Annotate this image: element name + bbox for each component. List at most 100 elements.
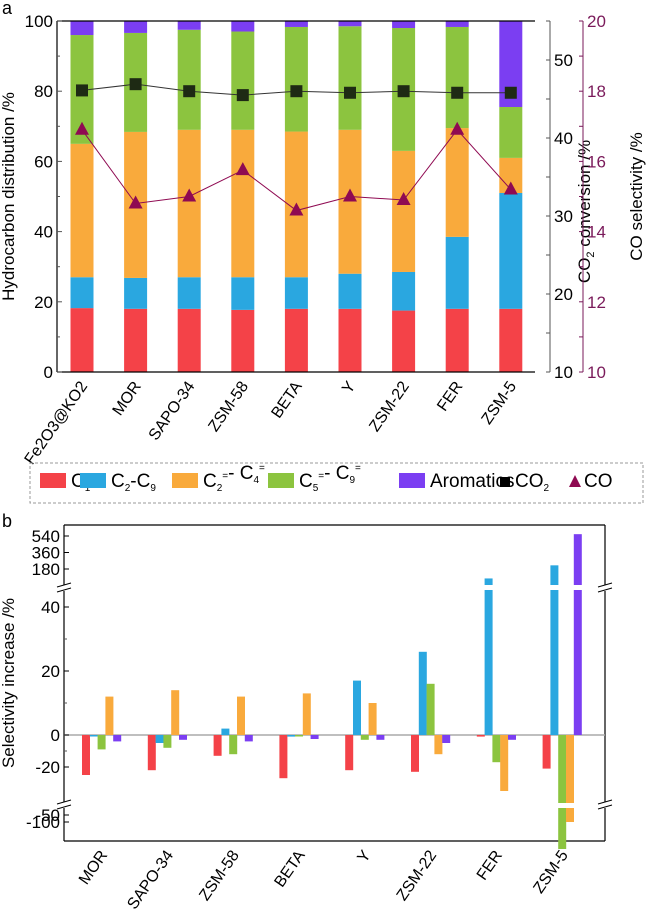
y-tick-label-b: 540 — [32, 527, 60, 546]
axis-break-mark — [597, 799, 613, 805]
bar-segment-C2C9-6 — [392, 271, 416, 311]
bar-b-C1-2 — [213, 735, 222, 756]
legend-swatch-C1 — [40, 473, 66, 488]
bar-segment-C1-3 — [231, 309, 255, 372]
bar-segment-Aromatics-5 — [338, 21, 362, 27]
x-tick-label-b: ZSM-22 — [394, 847, 441, 903]
co2-marker-5 — [344, 86, 356, 99]
x-tick-label-a: FER — [434, 379, 466, 415]
bar-segment-C2C4-7 — [445, 128, 469, 237]
x-tick-label-b: FER — [474, 848, 506, 884]
axis-break-gap — [602, 585, 608, 591]
co-tick-label: 16 — [587, 152, 606, 171]
co-tick-label: 10 — [587, 363, 606, 382]
bar-segment-C5C9-7 — [445, 26, 469, 129]
axis-break-mark — [56, 582, 72, 588]
legend-label-C5C9_olefin: C5=- C9= — [299, 463, 361, 494]
y-tick-label-b: 0 — [51, 726, 60, 745]
bar-segment-C2C4-5 — [338, 129, 362, 274]
bar-b-C2C9-6 — [484, 578, 493, 735]
y-tick-label-b: -50 — [35, 806, 60, 825]
x-tick-label-a: ZSM-22 — [366, 378, 413, 434]
legend-marker-co2 — [500, 477, 510, 487]
x-tick-label-a: SAPO-34 — [146, 378, 199, 443]
y-axis-title-a: Hydrocarbon distribution /% — [0, 92, 18, 301]
bar-b-C5C9-1 — [163, 735, 172, 748]
co-marker-1 — [128, 195, 143, 209]
bar-b-Aromatics-6 — [508, 735, 516, 740]
bar-segment-C2C9-3 — [231, 277, 255, 310]
legend-label-CO: CO — [584, 471, 613, 492]
bar-b-C5C9-6 — [492, 735, 501, 763]
co-tick-label: 12 — [587, 293, 606, 312]
x-tick-label-b: MOR — [76, 848, 111, 888]
co2-tick-label: 50 — [554, 51, 573, 70]
x-tick-label-b: Y — [354, 847, 374, 866]
co2-tick-label: 30 — [554, 207, 573, 226]
x-tick-label-a: ZSM-58 — [206, 378, 253, 434]
bar-segment-Aromatics-8 — [499, 21, 523, 107]
x-tick-label-b: ZSM-5 — [530, 847, 572, 896]
y-tick-label-a: 0 — [44, 363, 53, 382]
x-tick-label-a: Fe2O3@KO2 — [22, 378, 92, 467]
x-tick-label-a: Y — [339, 378, 359, 397]
co2-marker-3 — [236, 89, 249, 102]
co2-marker-7 — [451, 86, 464, 99]
bar-segment-C2C4-2 — [177, 129, 201, 278]
legend-label-Aromatics: Aromatics — [430, 471, 514, 492]
x-tick-label-a: BETA — [268, 378, 305, 421]
bar-segment-C2C9-1 — [124, 277, 148, 309]
bar-b-Aromatics-2 — [244, 735, 253, 742]
co2-tick-label: 20 — [554, 285, 573, 304]
co2-marker-1 — [129, 78, 142, 91]
bar-segment-C1-1 — [124, 308, 148, 372]
bar-segment-C2C4-0 — [70, 143, 94, 278]
y-tick-label-b: -20 — [35, 758, 60, 777]
legend-label-CO2: CO2 — [515, 471, 550, 494]
co-marker-0 — [75, 121, 89, 135]
bar-b-C5C9-5 — [426, 683, 435, 735]
y-tick-label-b: -100 — [26, 813, 60, 832]
bar-b-C2C9-4 — [353, 680, 361, 735]
bar-segment-C2C9-5 — [338, 273, 362, 309]
bar-segment-C5C9-4 — [284, 26, 308, 132]
co-tick-label: 14 — [587, 223, 606, 242]
y-tick-label-b: 360 — [32, 544, 60, 563]
bar-break-gap — [565, 803, 575, 808]
co-marker-3 — [235, 162, 250, 176]
bar-segment-Aromatics-4 — [284, 21, 308, 27]
bar-segment-Aromatics-0 — [70, 21, 94, 36]
bar-segment-C2C9-8 — [499, 192, 523, 309]
bar-segment-Aromatics-1 — [124, 21, 148, 33]
bar-b-C5C9-0 — [97, 735, 106, 750]
legend-box — [29, 462, 644, 504]
co2-axis-title: CO2 conversion /% — [575, 140, 597, 283]
co-tick-label: 20 — [587, 12, 606, 31]
y-tick-label-b: 20 — [41, 662, 60, 681]
y-axis-title-b: Selectivity increase /% — [0, 598, 18, 768]
co-marker-4 — [289, 202, 304, 216]
y-tick-label-b: 180 — [32, 560, 60, 579]
co2-marker-4 — [290, 85, 303, 98]
co-marker-6 — [396, 192, 411, 206]
bar-b-C1-4 — [345, 735, 354, 771]
bar-b-C2C9-1 — [155, 735, 164, 743]
legend-label-C2C4_olefin: C2=- C4= — [203, 463, 265, 494]
co-marker-7 — [450, 121, 465, 135]
bar-b-C2C4-3 — [302, 693, 311, 735]
co-axis-title: CO selectivity /% — [627, 132, 646, 260]
panel-label-b: b — [2, 511, 12, 531]
bar-break-gap — [572, 585, 583, 590]
y-tick-label-a: 100 — [25, 12, 53, 31]
y-tick-label-a: 80 — [34, 82, 53, 101]
bar-segment-C2C4-6 — [392, 150, 416, 272]
bar-b-C2C4-7 — [566, 735, 574, 822]
bar-b-C1-6 — [476, 735, 485, 737]
bar-b-C2C9-0 — [89, 735, 98, 737]
co-marker-8 — [503, 181, 518, 195]
bar-b-C2C9-3 — [287, 735, 296, 737]
axis-break-gap — [61, 585, 67, 591]
bar-break-gap — [483, 585, 494, 590]
y-tick-label-a: 40 — [34, 223, 53, 242]
